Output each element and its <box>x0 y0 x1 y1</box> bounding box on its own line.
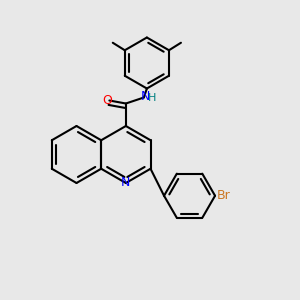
Text: Br: Br <box>217 189 230 202</box>
Text: N: N <box>121 176 130 190</box>
Text: H: H <box>148 92 157 103</box>
Text: N: N <box>141 89 150 103</box>
Text: O: O <box>102 94 112 107</box>
